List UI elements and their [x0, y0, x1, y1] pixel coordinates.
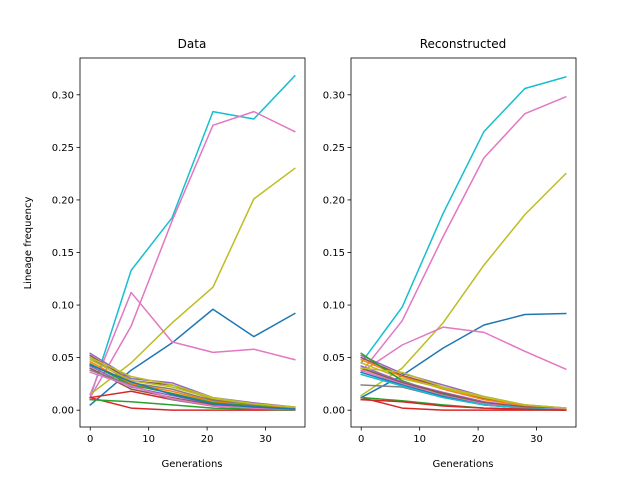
series-line-9: [89, 352, 296, 408]
axes-frame: [79, 57, 306, 428]
series-line-5: [89, 291, 296, 396]
series-line-7: [89, 398, 296, 411]
y-tick-label: 0.10: [323, 301, 345, 312]
y-tick-label: 0.25: [323, 143, 345, 154]
series-line-1: [89, 74, 296, 399]
y-tick-label: 0.20: [52, 195, 74, 206]
panel-data: 0 10 20 30 0.00 0.05 0.10 0.15 0.20 0.25 0.30: [52, 57, 306, 445]
x-axis-label-reconstructed: Generations: [433, 459, 494, 470]
y-tick-label: 0.00: [52, 406, 74, 417]
panel-title-data: Data: [178, 37, 207, 51]
series-line-3: [89, 167, 296, 396]
y-tick-label: 0.10: [52, 301, 74, 312]
y-tick-label: 0.15: [52, 248, 74, 259]
x-tick-label: 20: [201, 434, 214, 445]
x-axis-label-data: Generations: [162, 459, 223, 470]
x-tick-label: 0: [358, 434, 364, 445]
series-line-20: [89, 356, 296, 408]
series-line-5: [360, 326, 567, 374]
series-group: [360, 75, 567, 411]
series-line-20: [360, 367, 567, 409]
axes-frame: [350, 57, 577, 428]
x-tick-label: 30: [259, 434, 272, 445]
x-tick-label: 30: [530, 434, 543, 445]
y-tick-label: 0.00: [323, 406, 345, 417]
y-tick-label: 0.15: [323, 248, 345, 259]
series-line-15: [360, 367, 567, 410]
panel-reconstructed: 0 10 20 30 0.00 0.05 0.10 0.15 0.20 0.25 0.30: [323, 57, 577, 445]
series-line-18: [89, 371, 296, 410]
panel-title-reconstructed: Reconstructed: [420, 37, 507, 51]
y-tick-label: 0.25: [52, 143, 74, 154]
x-tick-label: 10: [142, 434, 155, 445]
series-line-19: [89, 363, 296, 410]
y-tick-label: 0.05: [52, 353, 74, 364]
series-line-2: [360, 95, 567, 374]
series-line-6: [360, 396, 567, 411]
series-line-1: [360, 75, 567, 364]
y-tick-label: 0.20: [323, 195, 345, 206]
x-tick-label: 20: [472, 434, 485, 445]
series-line-6: [89, 396, 296, 411]
series-line-18: [360, 373, 567, 411]
series-line-19: [360, 398, 567, 411]
y-tick-label: 0.30: [323, 90, 345, 101]
series-line-14: [89, 362, 296, 410]
y-tick-label: 0.05: [323, 353, 345, 364]
series-line-2: [89, 110, 296, 399]
x-tick-label: 10: [413, 434, 426, 445]
series-group: [89, 74, 296, 411]
y-axis-label: Lineage frequency: [23, 197, 34, 290]
y-tick-label: 0.30: [52, 90, 74, 101]
x-tick-label: 0: [87, 434, 93, 445]
series-line-11: [360, 358, 567, 410]
